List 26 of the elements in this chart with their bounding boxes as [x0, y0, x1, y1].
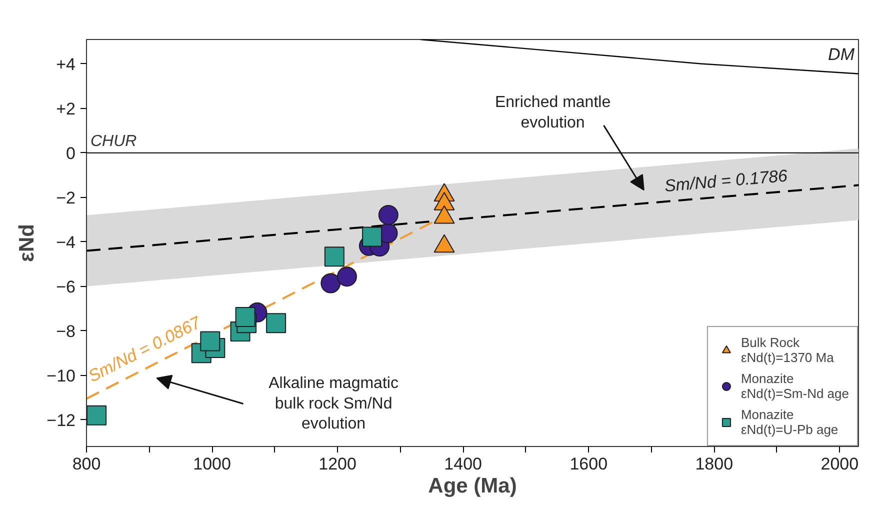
annotation: Enriched mantle evolution: [494, 94, 611, 132]
y-tick-label: −2: [56, 188, 76, 208]
series-label: Sm/Nd = 0.1786: [664, 166, 789, 196]
y-tick-label: +4: [56, 54, 76, 74]
x-tick-label: 1400: [444, 454, 482, 474]
y-axis-title: εNd: [16, 224, 39, 262]
x-axis-title: Age (Ma): [428, 474, 517, 498]
series-label: DM: [828, 44, 856, 64]
x-tick-label: 1000: [193, 454, 231, 474]
legend-label: Monazite εNd(t)=U-Pb age: [740, 407, 838, 437]
legend-label: Bulk Rock εNd(t)=1370 Ma: [740, 335, 834, 365]
y-tick-label: −6: [56, 277, 76, 296]
ref-line-label: CHUR: [90, 132, 138, 150]
x-tick-label: 800: [72, 454, 101, 474]
y-tick-label: −4: [56, 232, 76, 252]
y-tick-label: −12: [46, 410, 76, 430]
x-tick-label: 2000: [820, 454, 859, 474]
annotation: Alkaline magmatic bulk rock Sm/Nd evolution: [268, 374, 398, 433]
y-tick-label: −10: [46, 366, 76, 386]
y-tick-label: −8: [56, 322, 76, 341]
legend-label: Monazite εNd(t)=Sm-Nd age: [740, 371, 849, 401]
x-tick-label: 1600: [570, 454, 608, 474]
y-tick-label: +2: [56, 99, 76, 118]
x-tick-label: 1800: [695, 454, 734, 474]
x-tick-label: 1200: [318, 454, 356, 474]
y-tick-label: 0: [66, 144, 76, 163]
